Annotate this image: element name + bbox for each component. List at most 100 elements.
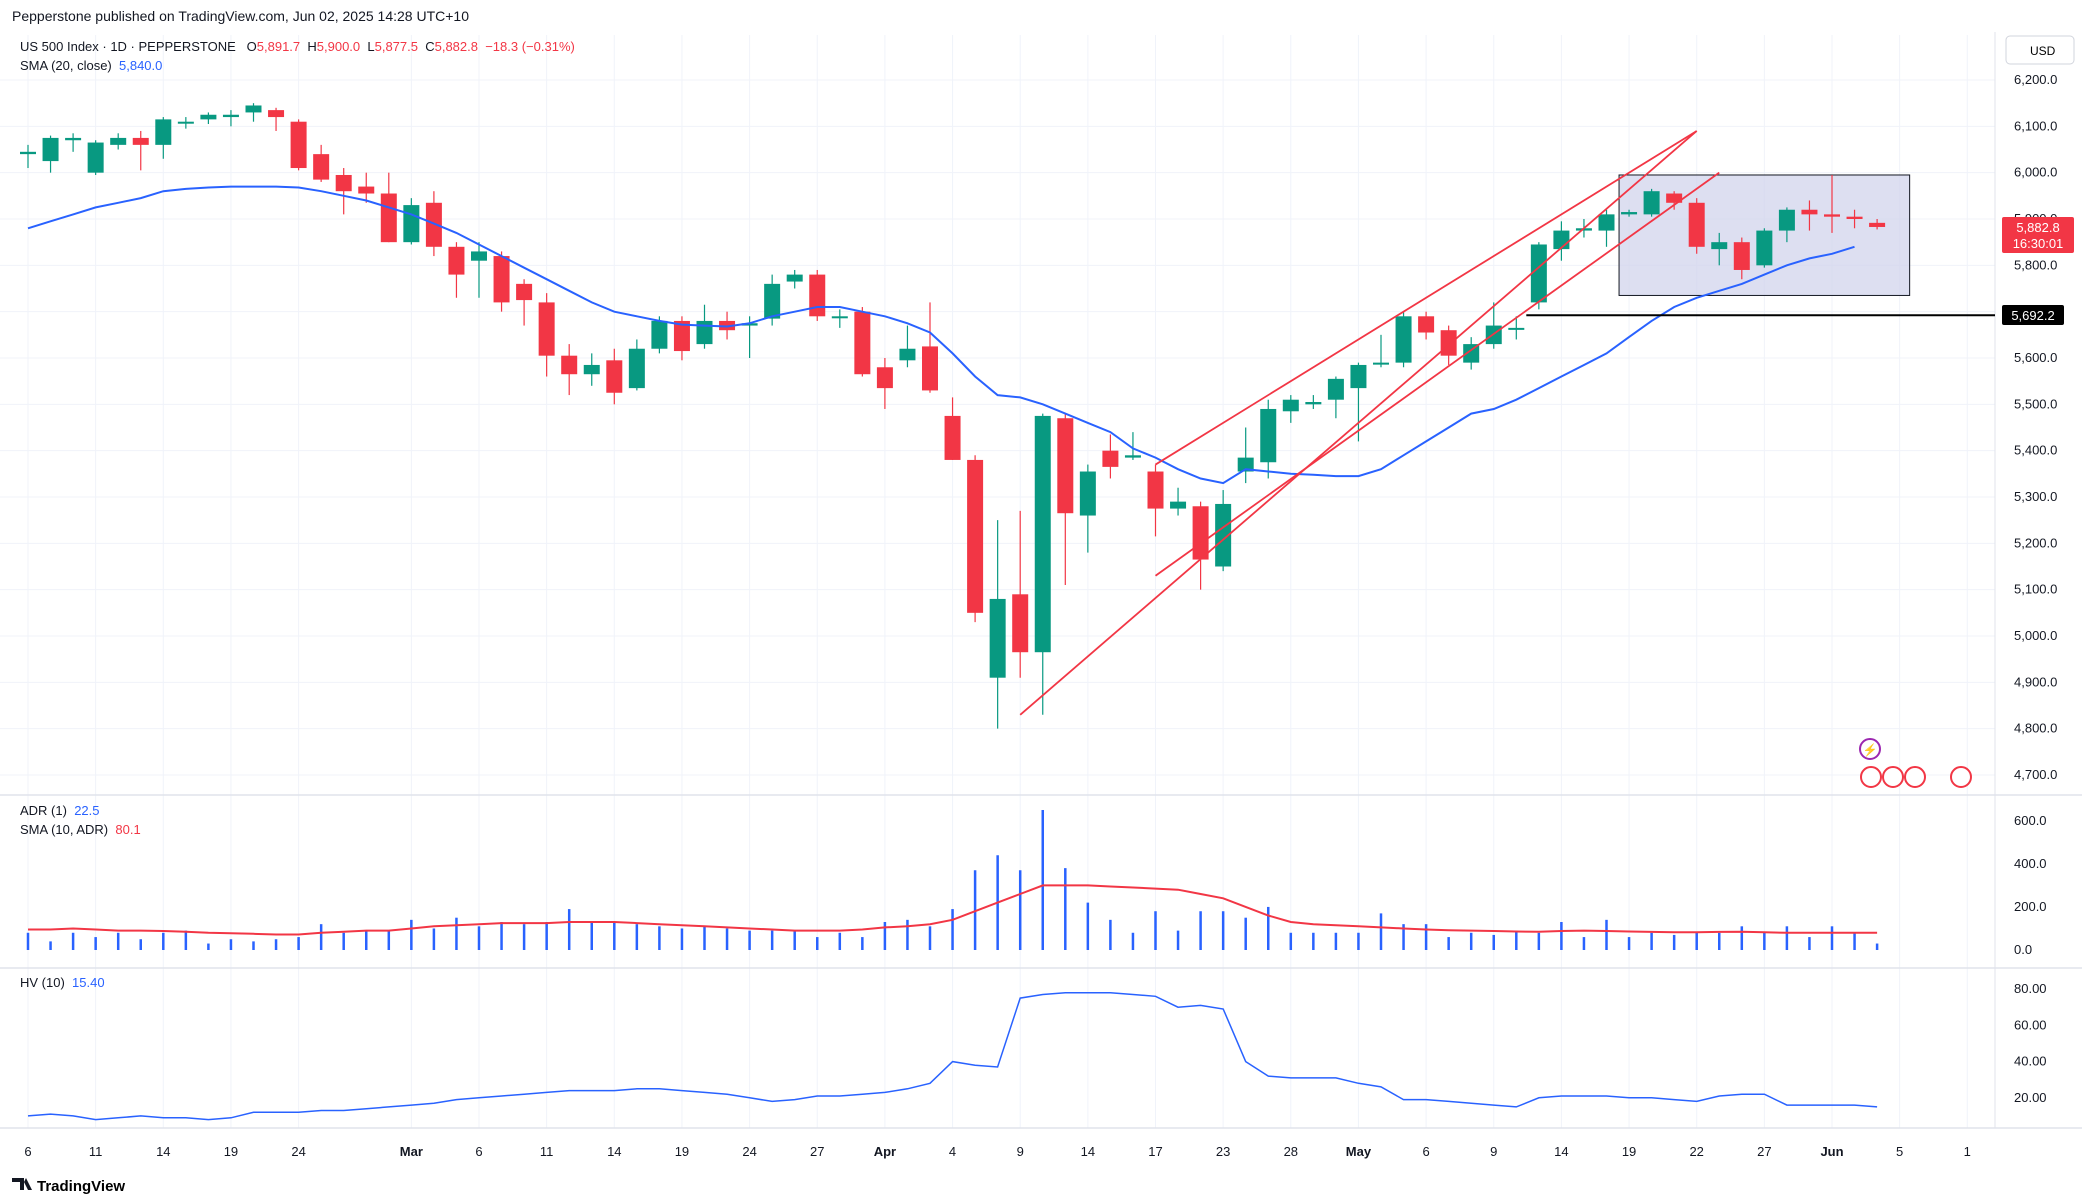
candle-up[interactable] — [65, 133, 82, 152]
candle-up[interactable] — [1237, 427, 1254, 484]
candle-down[interactable] — [967, 455, 984, 623]
candle-down[interactable] — [335, 168, 352, 215]
candle-up[interactable] — [42, 135, 59, 173]
candle-up[interactable] — [1215, 490, 1232, 572]
candle-up[interactable] — [1711, 232, 1728, 266]
candle-up[interactable] — [1463, 337, 1480, 370]
candle-down[interactable] — [1147, 464, 1164, 537]
event-icons[interactable]: ⚡ — [1859, 738, 1972, 788]
candle-up[interactable] — [1553, 221, 1570, 261]
candle-up[interactable] — [1327, 376, 1344, 419]
candle-up[interactable] — [1282, 395, 1299, 423]
candle-down[interactable] — [358, 172, 375, 203]
adr-sma-legend[interactable]: SMA (10, ADR) 80.1 — [20, 822, 141, 837]
candle-up[interactable] — [403, 198, 420, 245]
candle-up[interactable] — [1643, 188, 1660, 217]
candle-down[interactable] — [876, 358, 893, 409]
symbol-name[interactable]: US 500 Index · 1D · PEPPERSTONE — [20, 39, 236, 54]
candle-up[interactable] — [651, 316, 668, 354]
us-flag-icon[interactable] — [1904, 766, 1926, 788]
candle-up[interactable] — [200, 112, 217, 125]
candle-down[interactable] — [606, 348, 623, 405]
candle-down[interactable] — [922, 302, 938, 393]
dividend-icon[interactable] — [1859, 738, 1881, 760]
adr-legend[interactable]: ADR (1) 22.5 — [20, 803, 100, 818]
candle-up[interactable] — [1124, 432, 1141, 460]
candle-down[interactable] — [854, 307, 871, 377]
candle-up[interactable] — [831, 309, 848, 328]
trend-line[interactable] — [1154, 171, 1720, 577]
candle-down[interactable] — [1733, 237, 1750, 280]
candle-down[interactable] — [809, 269, 826, 321]
price-tick-label: 5,300.0 — [2014, 489, 2057, 504]
candle-down[interactable] — [1057, 413, 1074, 586]
adr-sma-legend-label: SMA (10, ADR) — [20, 822, 109, 837]
candle-up[interactable] — [222, 110, 239, 127]
candle-body — [1147, 471, 1164, 509]
candle-down[interactable] — [516, 279, 533, 326]
candle-down[interactable] — [944, 397, 961, 460]
candle-up[interactable] — [786, 269, 803, 289]
candle-up[interactable] — [1598, 209, 1615, 247]
us-flag-icon[interactable] — [1860, 766, 1882, 788]
candle-up[interactable] — [628, 339, 645, 391]
candle-up[interactable] — [245, 103, 262, 122]
candle-up[interactable] — [20, 144, 36, 169]
candle-up[interactable] — [1778, 207, 1795, 243]
us-flag-icon[interactable] — [1950, 766, 1972, 788]
currency-box[interactable] — [2005, 35, 2075, 65]
candle-down[interactable] — [493, 251, 510, 312]
candle-up[interactable] — [1260, 399, 1277, 479]
currency-label: USD — [2030, 44, 2056, 58]
candle-up[interactable] — [989, 520, 1006, 729]
hv-legend[interactable]: HV (10) 15.40 — [20, 975, 105, 990]
candle-down[interactable] — [1418, 311, 1435, 340]
candle-down[interactable] — [1102, 434, 1119, 479]
hv-legend-value: 15.40 — [72, 975, 105, 990]
candle-up[interactable] — [1034, 413, 1051, 715]
candle-down[interactable] — [313, 144, 330, 182]
time-tick-label: 14 — [1554, 1144, 1568, 1159]
time-tick-label: 6 — [24, 1144, 31, 1159]
candle-up[interactable] — [1530, 242, 1547, 310]
candle-up[interactable] — [1170, 487, 1187, 516]
symbol-legend[interactable]: US 500 Index · 1D · PEPPERSTONE O5,891.7… — [20, 39, 575, 54]
candle-up[interactable] — [1079, 464, 1096, 553]
candle-up[interactable] — [583, 353, 600, 386]
candle-down[interactable] — [448, 242, 465, 298]
candle-down[interactable] — [1846, 209, 1863, 229]
candle-up[interactable] — [1621, 209, 1638, 217]
candle-up[interactable] — [1395, 311, 1412, 368]
trend-line[interactable] — [1019, 130, 1698, 716]
candle-up[interactable] — [471, 242, 487, 298]
sma-legend[interactable]: SMA (20, close) 5,840.0 — [20, 58, 162, 73]
candle-down[interactable] — [290, 119, 307, 171]
candle-down[interactable] — [1666, 191, 1683, 210]
candle-up[interactable] — [110, 133, 127, 150]
candle-down[interactable] — [1824, 174, 1840, 233]
candle-body — [1801, 209, 1818, 215]
candle-up[interactable] — [1508, 316, 1525, 340]
candle-down[interactable] — [538, 293, 555, 377]
candle-up[interactable] — [155, 117, 172, 159]
candle-down[interactable] — [1801, 200, 1818, 231]
candle-down[interactable] — [1192, 501, 1209, 590]
candle-body — [1305, 402, 1322, 405]
candle-down[interactable] — [561, 344, 578, 396]
candle-up[interactable] — [1485, 302, 1502, 349]
candle-up[interactable] — [1373, 334, 1389, 368]
candle-down[interactable] — [1012, 510, 1029, 678]
candle-down[interactable] — [1688, 198, 1705, 254]
trend-line[interactable] — [1155, 130, 1698, 466]
candle-down[interactable] — [1869, 219, 1886, 230]
candle-down[interactable] — [132, 130, 149, 171]
candle-up[interactable] — [899, 325, 916, 368]
candle-up[interactable] — [177, 117, 194, 129]
candle-up[interactable] — [1350, 362, 1367, 442]
candle-down[interactable] — [268, 107, 285, 131]
us-flag-icon[interactable] — [1882, 766, 1904, 788]
candle-up[interactable] — [1305, 395, 1322, 409]
candle-up[interactable] — [87, 140, 104, 175]
candle-up[interactable] — [1756, 228, 1773, 268]
